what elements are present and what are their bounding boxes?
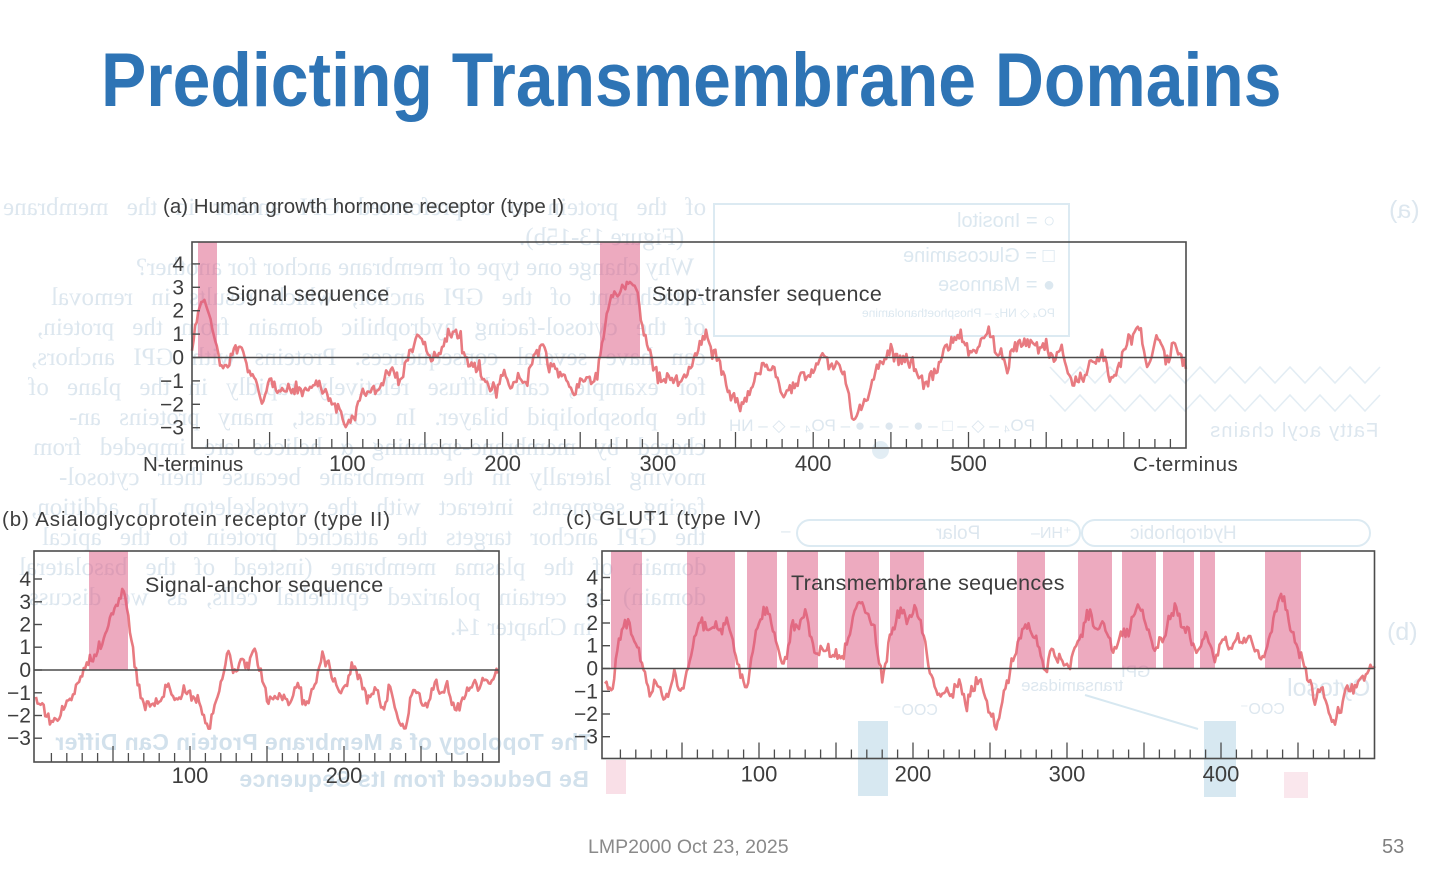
svg-text:−3: −3: [160, 417, 184, 440]
svg-text:300: 300: [1049, 761, 1086, 786]
svg-text:0: 0: [19, 659, 31, 682]
svg-text:200: 200: [484, 451, 521, 476]
svg-text:1: 1: [172, 323, 184, 346]
svg-text:300: 300: [640, 451, 677, 476]
svg-text:4: 4: [172, 253, 184, 276]
svg-text:1: 1: [586, 634, 598, 657]
svg-text:4: 4: [19, 568, 31, 591]
svg-text:−2: −2: [574, 703, 598, 726]
svg-text:2: 2: [586, 612, 598, 635]
svg-text:−2: −2: [160, 393, 184, 416]
svg-text:−2: −2: [7, 705, 31, 728]
svg-text:0: 0: [172, 347, 184, 370]
svg-text:−3: −3: [574, 725, 598, 748]
svg-text:−3: −3: [7, 727, 31, 750]
svg-text:2: 2: [19, 614, 31, 637]
svg-text:−1: −1: [7, 682, 31, 705]
svg-text:3: 3: [586, 589, 598, 612]
svg-text:100: 100: [172, 763, 209, 788]
svg-text:400: 400: [795, 451, 832, 476]
svg-text:400: 400: [1203, 761, 1240, 786]
svg-text:0: 0: [586, 657, 598, 680]
svg-text:2: 2: [172, 300, 184, 323]
svg-text:−1: −1: [160, 370, 184, 393]
svg-text:3: 3: [19, 591, 31, 614]
svg-text:4: 4: [586, 566, 598, 589]
svg-text:200: 200: [326, 763, 363, 788]
svg-text:1: 1: [19, 636, 31, 659]
svg-text:100: 100: [741, 761, 778, 786]
svg-text:−1: −1: [574, 680, 598, 703]
svg-text:200: 200: [895, 761, 932, 786]
svg-text:100: 100: [329, 451, 366, 476]
svg-text:500: 500: [950, 451, 987, 476]
svg-text:3: 3: [172, 276, 184, 299]
